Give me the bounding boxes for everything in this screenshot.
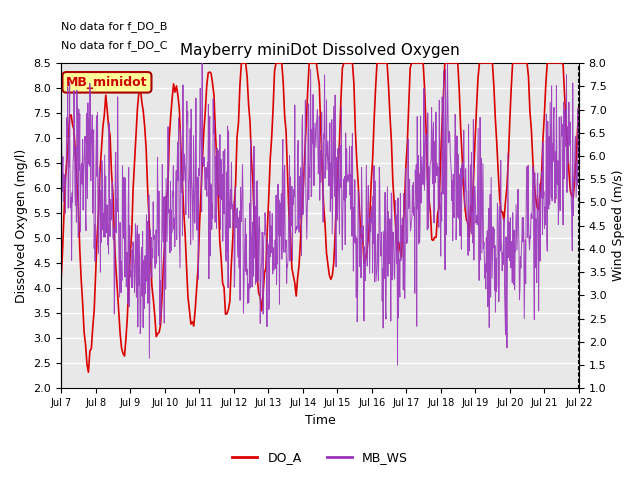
Text: No data for f_DO_C: No data for f_DO_C <box>61 40 168 51</box>
Y-axis label: Dissolved Oxygen (mg/l): Dissolved Oxygen (mg/l) <box>15 149 28 303</box>
X-axis label: Time: Time <box>305 414 335 427</box>
Legend: DO_A, MB_WS: DO_A, MB_WS <box>227 446 413 469</box>
Title: Mayberry miniDot Dissolved Oxygen: Mayberry miniDot Dissolved Oxygen <box>180 43 460 58</box>
Y-axis label: Wind Speed (m/s): Wind Speed (m/s) <box>612 170 625 281</box>
Text: No data for f_DO_B: No data for f_DO_B <box>61 21 168 32</box>
Text: MB_minidot: MB_minidot <box>66 76 148 89</box>
